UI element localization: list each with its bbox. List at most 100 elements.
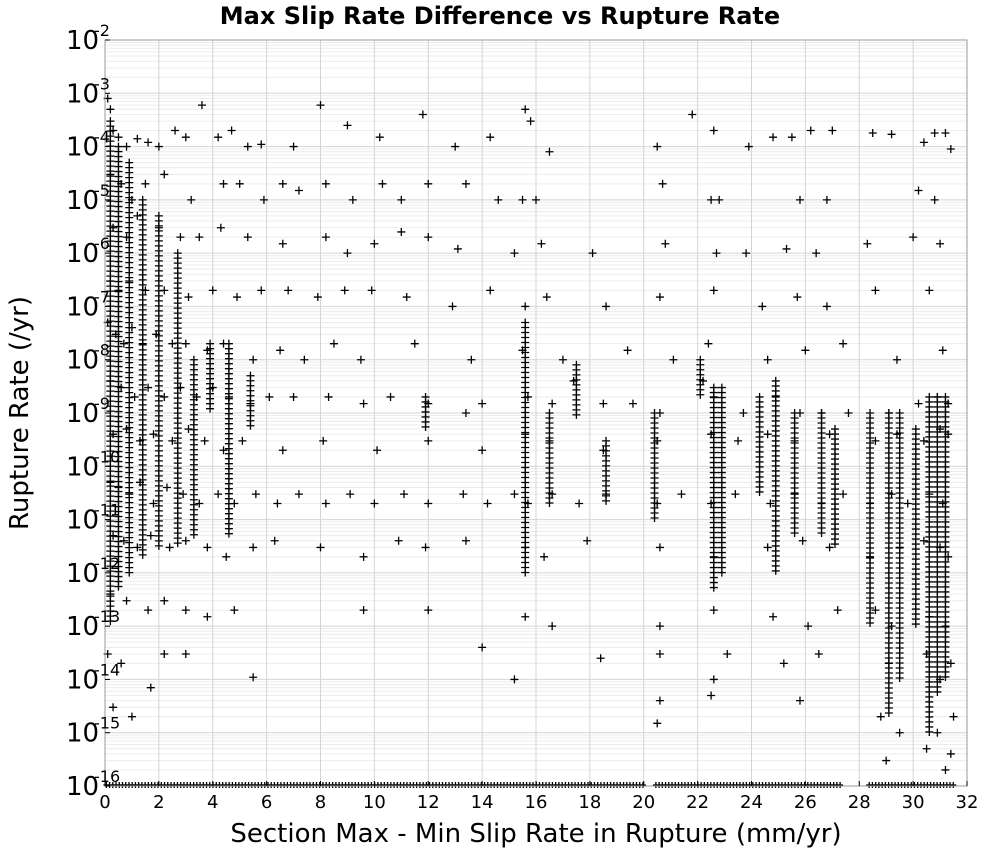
data-point (868, 128, 877, 137)
x-tick-label: 16 (525, 792, 548, 813)
data-point (537, 239, 546, 248)
data-point (655, 696, 664, 705)
chart-title: Max Slip Rate Difference vs Rupture Rate (220, 2, 780, 30)
data-point (655, 293, 664, 302)
data-point (146, 531, 155, 540)
data-point (324, 392, 333, 401)
data-point (370, 239, 379, 248)
data-point (316, 101, 325, 110)
data-point (197, 101, 206, 110)
data-point (214, 490, 223, 499)
data-point (478, 446, 487, 455)
data-point (122, 142, 131, 151)
data-point (251, 490, 260, 499)
data-point (453, 244, 462, 253)
data-point (257, 140, 266, 149)
data-point (300, 355, 309, 364)
data-point (696, 390, 705, 399)
x-tick-label: 24 (740, 792, 763, 813)
data-point (911, 620, 920, 629)
data-point (655, 650, 664, 659)
y-tick-base: 10 (66, 346, 99, 376)
y-tick-exponent: -13 (94, 607, 120, 626)
data-point (410, 339, 419, 348)
data-point (602, 302, 611, 311)
data-point (219, 446, 228, 455)
data-point (602, 496, 611, 505)
data-point (655, 622, 664, 631)
y-tick-label: 10-9 (66, 394, 110, 429)
data-point (127, 712, 136, 721)
data-point (801, 346, 810, 355)
data-point (278, 239, 287, 248)
data-point (925, 727, 934, 736)
data-point (510, 249, 519, 258)
data-point (203, 612, 212, 621)
data-point (154, 541, 163, 550)
data-point (933, 728, 942, 737)
data-point (494, 195, 503, 204)
data-point (162, 483, 171, 492)
data-point (688, 110, 697, 119)
data-point (171, 126, 180, 135)
data-point (227, 126, 236, 135)
data-point (895, 728, 904, 737)
y-tick-exponent: -11 (94, 501, 120, 520)
y-tick-label: 10-10 (66, 447, 120, 482)
data-point (653, 719, 662, 728)
data-point (119, 536, 128, 545)
data-point (588, 249, 597, 258)
data-point (400, 490, 409, 499)
data-point (284, 286, 293, 295)
data-point (106, 617, 115, 626)
y-tick-base: 10 (66, 665, 99, 695)
x-tick-label: 28 (848, 792, 871, 813)
x-tick-label: 32 (956, 792, 979, 813)
data-point (707, 195, 716, 204)
data-point (941, 128, 950, 137)
data-point (769, 133, 778, 142)
data-point (249, 673, 258, 682)
data-point (844, 409, 853, 417)
y-axis-label: Rupture Rate (/yr) (5, 296, 35, 530)
data-point (545, 499, 554, 507)
y-tick-base: 10 (66, 239, 99, 269)
y-tick-exponent: -16 (94, 767, 120, 786)
data-point (930, 128, 939, 137)
data-point (329, 339, 338, 348)
data-point (200, 436, 209, 445)
y-tick-exponent: -3 (94, 74, 110, 93)
data-point (946, 749, 955, 758)
data-point (181, 650, 190, 659)
data-point (203, 543, 212, 552)
data-point (160, 392, 169, 401)
data-point (950, 782, 957, 788)
data-point (184, 425, 193, 434)
y-tick-base: 10 (66, 506, 99, 536)
data-point (375, 133, 384, 142)
data-point (798, 536, 807, 545)
data-point (340, 286, 349, 295)
data-point (941, 672, 950, 681)
data-point (734, 436, 743, 445)
y-tick-label: 10-5 (66, 181, 110, 216)
data-point (238, 436, 247, 445)
y-tick-base: 10 (66, 612, 99, 642)
data-point (149, 430, 158, 439)
data-point (839, 339, 848, 348)
data-point (165, 543, 174, 552)
data-point (114, 133, 123, 142)
data-point (224, 529, 233, 538)
data-point (316, 543, 325, 552)
data-point (938, 346, 947, 355)
data-point (451, 142, 460, 151)
data-point (779, 659, 788, 668)
data-point (459, 490, 468, 499)
data-point (707, 691, 716, 700)
data-point (822, 302, 831, 311)
data-point (946, 659, 955, 668)
y-tick-label: 10-11 (66, 501, 120, 536)
data-point (919, 536, 928, 545)
data-point (356, 355, 365, 364)
